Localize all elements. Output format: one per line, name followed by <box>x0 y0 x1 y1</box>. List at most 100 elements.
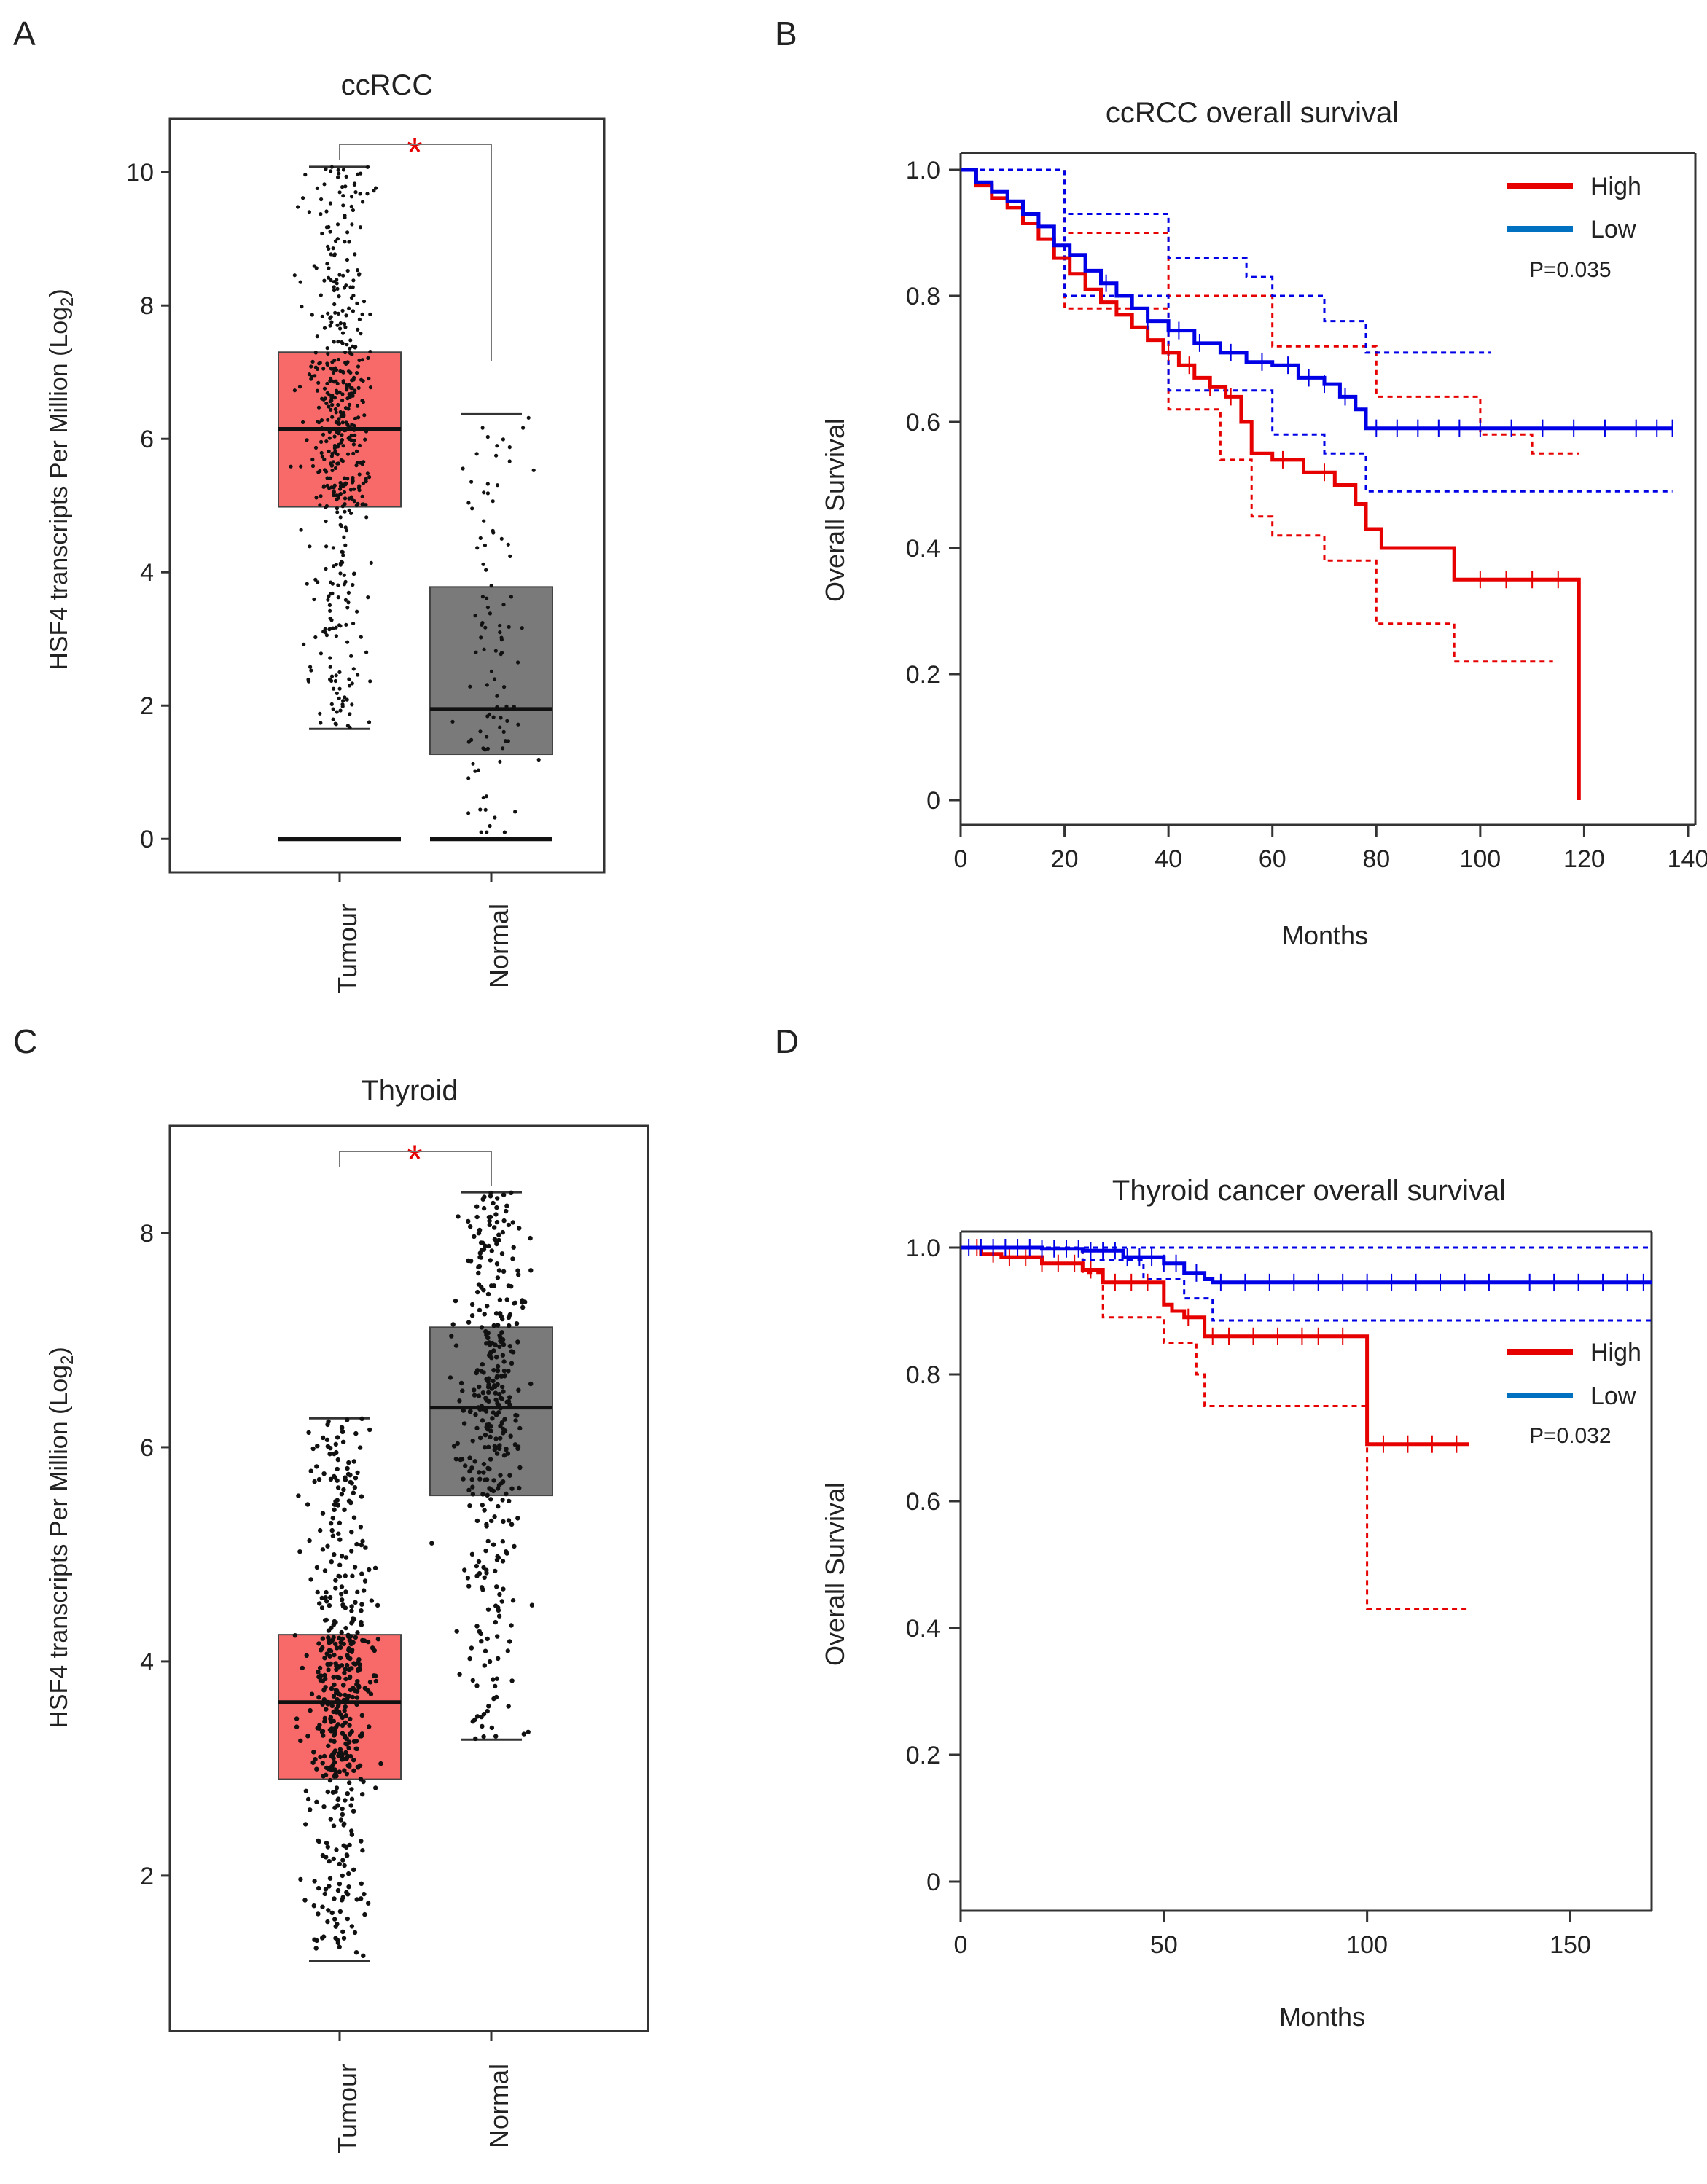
panel-a-point <box>329 674 335 678</box>
panel-c-point <box>341 1641 346 1647</box>
panel-c-point <box>473 1412 478 1417</box>
panel-a-point <box>340 433 344 437</box>
panel-a-point <box>329 169 333 173</box>
panel-a-point <box>361 481 365 485</box>
panel-a-point <box>332 285 336 289</box>
panel-c-point <box>495 1275 501 1280</box>
panel-a-point <box>343 695 347 700</box>
panel-a-point <box>324 401 329 406</box>
panel-a-point <box>325 361 329 366</box>
panel-a-point <box>326 311 330 316</box>
panel-c-point <box>346 1498 352 1503</box>
panel-c-point <box>332 1619 337 1624</box>
panel-c-point <box>325 1700 330 1705</box>
panel-a-point <box>348 395 353 399</box>
panel-a-point <box>334 673 338 678</box>
panel-a-point <box>344 283 348 288</box>
panel-a-point <box>491 499 495 504</box>
panel-c-point <box>337 1537 343 1542</box>
panel-a-point <box>342 573 346 577</box>
panel-c-point <box>509 1284 514 1289</box>
panel-a-point <box>367 475 372 480</box>
panel-a-point <box>326 598 330 602</box>
panel-a-point <box>299 528 303 532</box>
panel-b-xtick-label-140: 140 <box>1668 845 1707 873</box>
panel-c-point <box>515 1268 520 1273</box>
panel-c-point <box>493 1603 499 1608</box>
panel-c-point <box>335 1664 340 1669</box>
panel-a-point <box>331 460 335 464</box>
panel-a-ytick-label-6: 6 <box>140 426 154 453</box>
panel-a-point <box>324 519 328 524</box>
panel-c-point <box>469 1302 475 1307</box>
panel-c-point <box>326 1667 331 1672</box>
panel-a-point <box>322 278 327 283</box>
panel-c-point <box>352 1485 358 1490</box>
panel-a-point <box>324 209 329 214</box>
panel-d-ylabel: Overall Survival <box>820 1482 850 1666</box>
panel-a-ylabel-sub: 2 <box>58 297 77 307</box>
panel-c-point <box>335 1485 341 1490</box>
panel-b-pvalue: P=0.035 <box>1529 258 1612 282</box>
panel-b-xtick-label-40: 40 <box>1155 845 1182 873</box>
panel-a-point <box>352 428 356 432</box>
panel-a-point <box>501 437 506 442</box>
panel-a-point <box>306 679 311 684</box>
panel-c-point <box>317 1601 322 1606</box>
panel-c-point <box>327 1653 332 1659</box>
panel-a-point <box>356 385 361 391</box>
panel-a-point <box>330 468 335 473</box>
panel-c-point <box>323 1676 328 1681</box>
panel-c-point <box>360 1538 365 1543</box>
panel-c-point <box>499 1420 504 1425</box>
panel-c-point <box>322 1656 327 1661</box>
panel-a-point <box>495 705 499 709</box>
panel-c-point <box>474 1563 479 1569</box>
panel-a-point <box>482 519 486 523</box>
panel-label-b: B <box>775 15 797 52</box>
panel-c-point <box>498 1436 503 1441</box>
panel-a-point <box>332 490 336 494</box>
panel-c-point <box>329 1527 335 1533</box>
panel-a-point <box>332 485 336 490</box>
panel-c-point <box>362 1891 367 1897</box>
panel-c-point <box>474 1683 480 1688</box>
panel-c-point <box>337 1944 342 1949</box>
panel-a-point <box>343 215 347 220</box>
panel-a-point <box>341 203 345 208</box>
panel-b-ci-lower-low <box>961 168 1673 493</box>
panel-c-point <box>489 1518 494 1524</box>
panel-a-point <box>331 707 335 711</box>
panel-a-point <box>327 224 331 230</box>
panel-a-point <box>321 367 326 371</box>
panel-a-point <box>348 488 353 492</box>
panel-c-point <box>340 1602 345 1608</box>
panel-a-point <box>327 603 332 608</box>
panel-c-point <box>348 1753 353 1759</box>
panel-a-point <box>329 592 333 596</box>
panel-c-point <box>347 1731 353 1737</box>
panel-c-point <box>520 1304 526 1310</box>
panel-c-point <box>504 1203 509 1208</box>
panel-c-point <box>345 1417 350 1422</box>
panel-c-point <box>320 1852 326 1858</box>
panel-c-point <box>469 1645 474 1651</box>
panel-c-point <box>506 1704 511 1709</box>
panel-a-point <box>322 326 327 330</box>
panel-a-point <box>337 273 342 277</box>
panel-a-point <box>313 445 319 450</box>
panel-c-point <box>348 1648 353 1653</box>
panel-c-point <box>510 1220 515 1225</box>
panel-c-point <box>498 1473 503 1478</box>
panel-c-point <box>483 1548 488 1554</box>
panel-c-point <box>353 1662 358 1667</box>
panel-c-point <box>507 1639 512 1644</box>
panel-d-legend-label-high: High <box>1590 1339 1641 1366</box>
panel-c-ylabel-main: HSF4 transcripts Per Million (Log <box>45 1365 73 1729</box>
panel-a-point <box>327 486 332 490</box>
panel-c-point <box>322 1568 328 1573</box>
panel-b-xlabel: Months <box>1282 920 1368 950</box>
panel-c-point <box>461 1421 467 1426</box>
panel-a-point <box>353 388 357 393</box>
panel-a-point <box>507 625 511 630</box>
